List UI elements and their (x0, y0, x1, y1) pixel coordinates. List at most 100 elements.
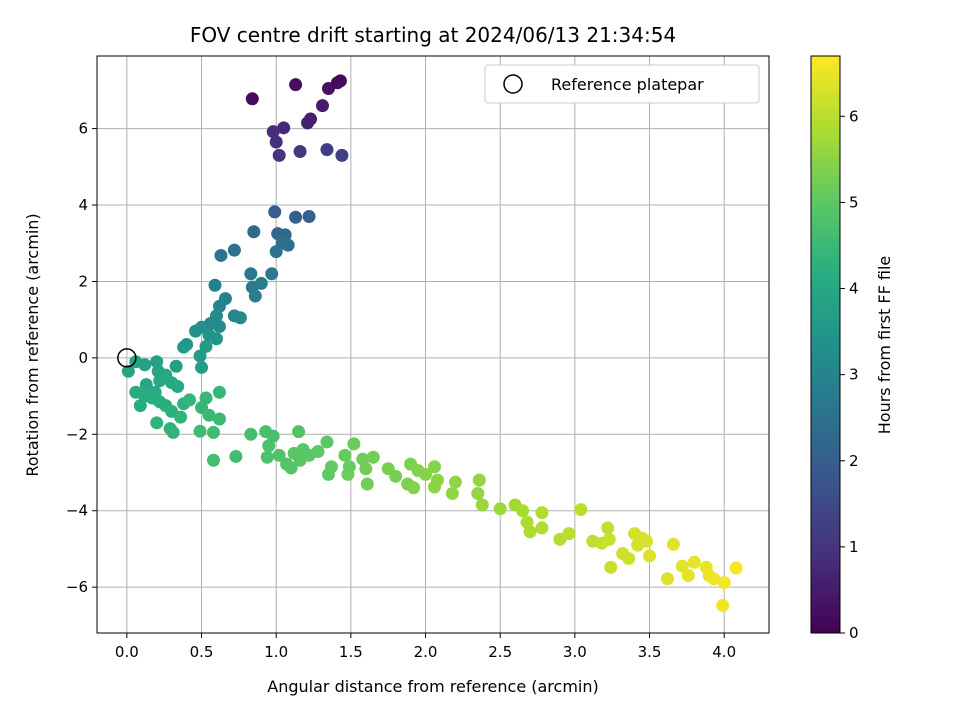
x-tick-label: 0.0 (115, 643, 139, 661)
x-tick-label: 1.0 (264, 643, 288, 661)
data-point (448, 475, 462, 489)
data-point (516, 504, 530, 518)
y-tick-label: −2 (66, 425, 88, 443)
data-point (199, 339, 213, 353)
data-point (475, 498, 489, 512)
data-point (321, 467, 335, 481)
data-point (681, 569, 695, 583)
colorbar: 0 1 2 3 4 5 6 Hours from first FF file (810, 55, 894, 642)
data-point (139, 378, 153, 392)
y-axis-ticks: −6 −4 −2 0 2 4 6 (66, 120, 97, 596)
legend: Reference platepar (484, 64, 760, 104)
data-point (472, 473, 486, 487)
data-point (602, 532, 616, 546)
data-point (347, 437, 361, 451)
x-tick-label: 3.0 (563, 643, 587, 661)
x-axis-label: Angular distance from reference (arcmin) (267, 677, 598, 696)
y-axis-label: Rotation from reference (arcmin) (23, 213, 42, 476)
colorbar-tick-label: 4 (849, 280, 859, 298)
data-point (289, 210, 303, 224)
data-point (208, 278, 222, 292)
y-tick-label: 6 (78, 120, 88, 138)
data-point (292, 425, 306, 439)
data-point (206, 453, 220, 467)
data-point (493, 502, 507, 516)
data-point (269, 245, 283, 259)
data-point (202, 408, 216, 422)
data-point (320, 435, 334, 449)
data-point (166, 425, 180, 439)
legend-label: Reference platepar (551, 75, 704, 94)
data-point (174, 410, 188, 424)
data-point (427, 460, 441, 474)
data-point (338, 448, 352, 462)
x-tick-label: 2.5 (488, 643, 512, 661)
data-point (301, 116, 315, 130)
data-point (265, 267, 279, 281)
data-point (360, 477, 374, 491)
data-point (315, 99, 329, 113)
data-point (227, 243, 241, 257)
data-point (150, 416, 164, 430)
data-point (199, 391, 213, 405)
data-point (302, 209, 316, 223)
data-point (675, 559, 689, 573)
data-point (262, 439, 276, 453)
x-tick-label: 0.5 (190, 643, 214, 661)
legend-box (484, 64, 760, 104)
data-point (171, 380, 185, 394)
data-point (574, 503, 588, 517)
data-point (289, 78, 303, 92)
data-point (272, 448, 286, 462)
data-point (233, 311, 247, 325)
data-point (177, 340, 191, 354)
data-point (359, 462, 373, 476)
colorbar-gradient (810, 55, 841, 634)
data-point (245, 92, 259, 106)
data-point (214, 248, 228, 262)
data-point (183, 393, 197, 407)
data-point (209, 332, 223, 346)
data-point (471, 487, 485, 501)
x-tick-label: 1.5 (339, 643, 363, 661)
data-point (268, 205, 282, 219)
data-point (330, 76, 344, 90)
colorbar-tick-label: 5 (849, 193, 859, 211)
data-point (445, 487, 459, 501)
data-point (153, 374, 167, 388)
data-point (366, 450, 380, 464)
data-point (335, 148, 349, 162)
y-tick-label: −4 (66, 502, 88, 520)
data-point (189, 324, 203, 338)
data-point (195, 360, 209, 374)
y-tick-label: 4 (78, 196, 88, 214)
data-point (229, 449, 243, 463)
data-point (660, 572, 674, 586)
data-point (254, 276, 268, 290)
colorbar-ticks: 0 1 2 3 4 5 6 (840, 107, 859, 642)
data-point (133, 399, 147, 413)
data-point (212, 320, 226, 334)
data-point (121, 364, 135, 378)
plot-frame (96, 55, 770, 634)
chart-title: FOV centre drift starting at 2024/06/13 … (190, 23, 676, 47)
data-point (169, 359, 183, 373)
x-tick-label: 3.5 (638, 643, 662, 661)
data-point (244, 427, 258, 441)
data-point (535, 521, 549, 535)
data-point (277, 121, 291, 135)
data-point (666, 537, 680, 551)
data-point (687, 555, 701, 569)
x-tick-label: 4.0 (712, 643, 736, 661)
data-point (272, 148, 286, 162)
data-point (717, 576, 731, 590)
data-point (601, 521, 615, 535)
data-point (523, 525, 537, 539)
data-point (562, 527, 576, 541)
data-point (320, 143, 334, 157)
data-point (193, 424, 207, 438)
data-point (643, 549, 657, 563)
data-point (311, 444, 325, 458)
colorbar-tick-label: 0 (849, 624, 859, 642)
